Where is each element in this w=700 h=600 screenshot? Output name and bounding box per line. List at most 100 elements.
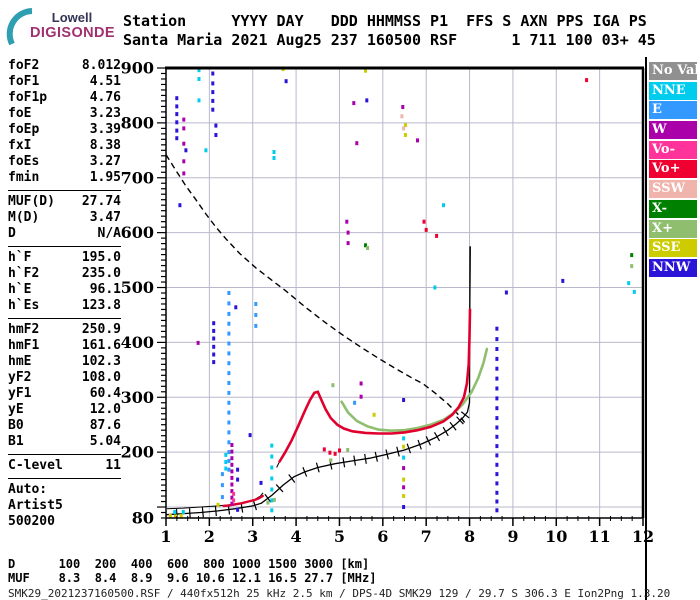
param-name: yF2 [8, 370, 32, 385]
param-row: MUF(D) 27.74 [8, 194, 121, 210]
legend-item-x: X+ [649, 219, 697, 238]
param-row: foE 3.23 [8, 106, 121, 122]
param-row: M(D) 3.47 [8, 210, 121, 226]
param-name: Artist5 [8, 498, 63, 513]
gridlines [166, 68, 643, 518]
svg-text:4: 4 [291, 527, 302, 546]
param-row: B1 5.04 [8, 434, 121, 450]
param-name: B0 [8, 418, 24, 433]
svg-text:300: 300 [121, 388, 154, 407]
param-value: 11 [105, 458, 121, 473]
distance-scale-line: D 100 200 400 600 800 1000 1500 3000 [km… [8, 557, 370, 571]
svg-text:9: 9 [507, 527, 518, 546]
param-value: 4.51 [89, 74, 121, 89]
param-row: h`F 195.0 [8, 250, 121, 266]
header-columns-line: Station YYYY DAY DDD HHMMSS P1 FFS S AXN… [123, 12, 647, 30]
param-name: foF1p [8, 90, 48, 105]
param-row: h`Es 123.8 [8, 298, 121, 314]
svg-text:200: 200 [121, 443, 154, 462]
station-header: Station YYYY DAY DDD HHMMSS P1 FFS S AXN… [123, 12, 656, 50]
muf-transmission-curve [165, 154, 468, 426]
param-group: foF2 8.012 foF1 4.51 foF1p 4.76 foE 3.23 foEp 3.3… [8, 58, 121, 186]
svg-text:700: 700 [121, 168, 154, 187]
legend-item-noval: No Val [649, 62, 697, 80]
svg-text:12: 12 [632, 527, 654, 546]
legend-item-w: W [649, 121, 697, 140]
true-height-profile [165, 246, 471, 520]
legend-item-x: X- [649, 199, 697, 218]
legend-item-sse: SSE [649, 239, 697, 258]
param-value: 108.0 [81, 370, 121, 385]
param-row: foEp 3.39 [8, 122, 121, 138]
param-row: hmF2 250.9 [8, 322, 121, 338]
param-name: foEs [8, 154, 40, 169]
param-value: 123.8 [81, 298, 121, 313]
param-name: fmin [8, 170, 40, 185]
param-name: hmF1 [8, 338, 40, 353]
doppler-direction-legend: No Val NNE E W Vo- Vo+ SSW X- X+ SSE NNW [649, 62, 697, 279]
svg-text:400: 400 [121, 333, 154, 352]
param-row: hmE 102.3 [8, 354, 121, 370]
svg-text:7: 7 [421, 527, 432, 546]
param-name: yE [8, 402, 24, 417]
legend-item-nne: NNE [649, 81, 697, 100]
svg-text:1: 1 [160, 527, 171, 546]
param-row: h`E 96.1 [8, 282, 121, 298]
param-row: fmin 1.95 [8, 170, 121, 186]
param-value: 3.39 [89, 122, 121, 137]
param-row: C-level 11 [8, 458, 121, 474]
param-value: 87.6 [89, 418, 121, 433]
param-name: C-level [8, 458, 63, 473]
lowell-digisonde-logo: Lowell DIGISONDE [6, 8, 116, 50]
svg-text:6: 6 [377, 527, 388, 546]
param-name: 500200 [8, 514, 55, 529]
param-row: foEs 3.27 [8, 154, 121, 170]
param-group: hmF2 250.9 hmF1 161.6 hmE 102.3 yF2 108.0 yF1 60.… [8, 318, 121, 450]
legend-item-vo: Vo- [649, 140, 697, 159]
legend-item-ssw: SSW [649, 180, 697, 199]
svg-text:11: 11 [589, 527, 611, 546]
param-row: yF1 60.4 [8, 386, 121, 402]
legend-item-nnw: NNW [649, 258, 697, 277]
param-name: hmF2 [8, 322, 40, 337]
svg-text:10: 10 [545, 527, 567, 546]
svg-text:5: 5 [334, 527, 345, 546]
param-value: 250.9 [81, 322, 121, 337]
param-name: M(D) [8, 210, 40, 225]
param-name: hmE [8, 354, 32, 369]
param-group: MUF(D) 27.74 M(D) 3.47 D N/A [8, 190, 121, 242]
param-value: 96.1 [89, 282, 121, 297]
param-name: foEp [8, 122, 40, 137]
param-value: 3.47 [89, 210, 121, 225]
param-value: 4.76 [89, 90, 121, 105]
param-row: 500200 [8, 514, 121, 530]
param-name: Auto: [8, 482, 48, 497]
scaled-parameters-panel: foF2 8.012 foF1 4.51 foF1p 4.76 foE 3.23 foEp 3.3… [8, 58, 121, 530]
param-value: 27.74 [81, 194, 121, 209]
param-name: h`F [8, 250, 32, 265]
svg-text:600: 600 [121, 223, 154, 242]
legend-item-vo: Vo+ [649, 160, 697, 179]
legend-separator-line [645, 57, 647, 600]
param-name: h`E [8, 282, 32, 297]
param-row: B0 87.6 [8, 418, 121, 434]
param-value: 195.0 [81, 250, 121, 265]
param-row: yF2 108.0 [8, 370, 121, 386]
logo-text-lowell: Lowell [51, 10, 93, 25]
svg-text:2: 2 [204, 527, 215, 546]
param-name: h`F2 [8, 266, 40, 281]
param-name: foF2 [8, 58, 40, 73]
param-name: foE [8, 106, 32, 121]
param-value: 3.27 [89, 154, 121, 169]
param-row: Auto: [8, 482, 121, 498]
param-value: 8.38 [89, 138, 121, 153]
param-row: yE 12.0 [8, 402, 121, 418]
param-value: N/A [97, 226, 121, 241]
param-row: hmF1 161.6 [8, 338, 121, 354]
param-value: 3.23 [89, 106, 121, 121]
svg-text:800: 800 [121, 113, 154, 132]
param-name: fxI [8, 138, 32, 153]
param-name: B1 [8, 434, 24, 449]
